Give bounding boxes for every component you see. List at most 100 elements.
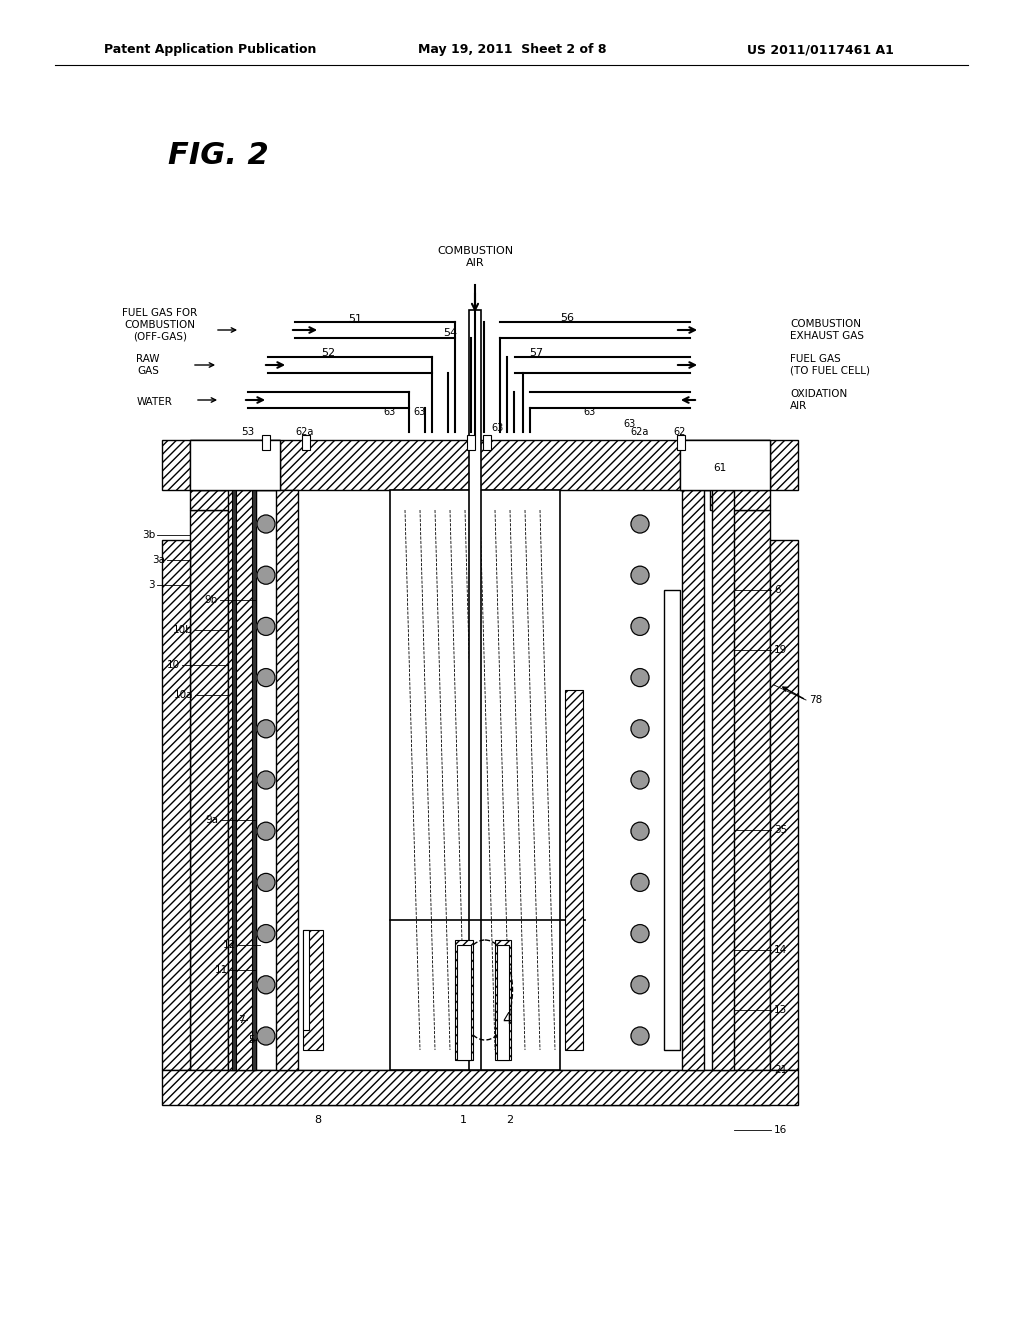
Circle shape — [257, 719, 275, 738]
Polygon shape — [190, 1071, 770, 1105]
Text: 61: 61 — [714, 463, 727, 473]
Text: 57: 57 — [529, 348, 543, 358]
Polygon shape — [228, 490, 256, 1071]
Polygon shape — [680, 440, 770, 490]
Text: 3: 3 — [148, 579, 155, 590]
Polygon shape — [467, 436, 475, 450]
Circle shape — [631, 822, 649, 841]
Polygon shape — [262, 436, 270, 450]
Circle shape — [631, 566, 649, 585]
Text: 3b: 3b — [141, 531, 155, 540]
Polygon shape — [469, 310, 481, 1071]
Text: 53: 53 — [242, 426, 255, 437]
Polygon shape — [495, 940, 511, 1060]
Text: WATER: WATER — [137, 397, 173, 407]
Polygon shape — [303, 931, 309, 1030]
Text: FIG. 2: FIG. 2 — [168, 140, 268, 169]
Text: 10: 10 — [167, 660, 180, 671]
Text: FUEL GAS
(TO FUEL CELL): FUEL GAS (TO FUEL CELL) — [790, 354, 870, 376]
Text: 11: 11 — [215, 965, 228, 975]
Text: 14: 14 — [774, 945, 787, 954]
Polygon shape — [685, 445, 760, 484]
Polygon shape — [770, 540, 798, 1071]
Circle shape — [257, 566, 275, 585]
Text: 9a: 9a — [205, 814, 218, 825]
Polygon shape — [190, 440, 280, 490]
Polygon shape — [483, 436, 490, 450]
Circle shape — [631, 874, 649, 891]
Text: May 19, 2011  Sheet 2 of 8: May 19, 2011 Sheet 2 of 8 — [418, 44, 606, 57]
Polygon shape — [664, 590, 680, 1049]
Text: 16: 16 — [774, 1125, 787, 1135]
Text: 21: 21 — [774, 1065, 787, 1074]
Text: 10a: 10a — [173, 690, 193, 700]
Text: Patent Application Publication: Patent Application Publication — [103, 44, 316, 57]
Circle shape — [631, 515, 649, 533]
Circle shape — [631, 975, 649, 994]
Text: 19: 19 — [774, 645, 787, 655]
Text: 78: 78 — [809, 696, 822, 705]
Text: 6: 6 — [774, 585, 780, 595]
Circle shape — [631, 669, 649, 686]
Text: 1: 1 — [460, 1115, 467, 1125]
Polygon shape — [680, 440, 770, 490]
Text: 56: 56 — [560, 313, 574, 323]
Text: 63: 63 — [584, 407, 596, 417]
Text: 54: 54 — [442, 327, 457, 338]
Text: 2: 2 — [507, 1115, 514, 1125]
Polygon shape — [682, 490, 705, 1071]
Text: 4: 4 — [502, 1012, 512, 1027]
Text: 12: 12 — [223, 940, 236, 950]
Text: 62a: 62a — [631, 426, 649, 437]
Circle shape — [257, 975, 275, 994]
Circle shape — [631, 771, 649, 789]
Text: RAW
GAS: RAW GAS — [136, 354, 160, 376]
Text: 51: 51 — [348, 314, 362, 323]
Circle shape — [257, 669, 275, 686]
Text: OXIDATION
AIR: OXIDATION AIR — [790, 389, 847, 411]
Text: 63: 63 — [624, 418, 636, 429]
Text: 62: 62 — [674, 426, 686, 437]
Polygon shape — [390, 490, 560, 1071]
Circle shape — [257, 822, 275, 841]
Polygon shape — [712, 490, 734, 1071]
Circle shape — [257, 874, 275, 891]
Circle shape — [257, 1027, 275, 1045]
Polygon shape — [190, 440, 280, 490]
Polygon shape — [190, 510, 228, 1071]
Text: US 2011/0117461 A1: US 2011/0117461 A1 — [746, 44, 893, 57]
Text: 7: 7 — [239, 1015, 245, 1026]
Circle shape — [257, 924, 275, 942]
Text: 13: 13 — [774, 1005, 787, 1015]
Text: 3a: 3a — [152, 554, 165, 565]
Text: 5: 5 — [249, 1035, 255, 1045]
Text: 35: 35 — [774, 825, 787, 836]
Text: 10b: 10b — [173, 624, 193, 635]
Text: 62a: 62a — [296, 426, 314, 437]
Polygon shape — [303, 931, 323, 1049]
Polygon shape — [677, 436, 685, 450]
Circle shape — [257, 618, 275, 635]
Text: FUEL GAS FOR
COMBUSTION
(OFF-GAS): FUEL GAS FOR COMBUSTION (OFF-GAS) — [123, 309, 198, 342]
Text: 9b: 9b — [205, 595, 218, 605]
Text: 52: 52 — [321, 348, 335, 358]
Circle shape — [257, 515, 275, 533]
Polygon shape — [302, 436, 310, 450]
Text: COMBUSTION
EXHAUST GAS: COMBUSTION EXHAUST GAS — [790, 319, 864, 341]
Polygon shape — [732, 510, 770, 1071]
Polygon shape — [252, 490, 256, 1071]
Polygon shape — [497, 945, 509, 1060]
Polygon shape — [455, 940, 473, 1060]
Text: 63: 63 — [492, 422, 504, 433]
Text: 8: 8 — [314, 1115, 322, 1125]
Polygon shape — [710, 490, 770, 510]
Polygon shape — [162, 1071, 798, 1105]
Text: 63: 63 — [414, 407, 426, 417]
Polygon shape — [457, 945, 471, 1060]
Circle shape — [631, 719, 649, 738]
Polygon shape — [162, 540, 190, 1071]
Circle shape — [631, 1027, 649, 1045]
Polygon shape — [195, 445, 275, 484]
Polygon shape — [232, 490, 236, 1071]
Circle shape — [631, 618, 649, 635]
